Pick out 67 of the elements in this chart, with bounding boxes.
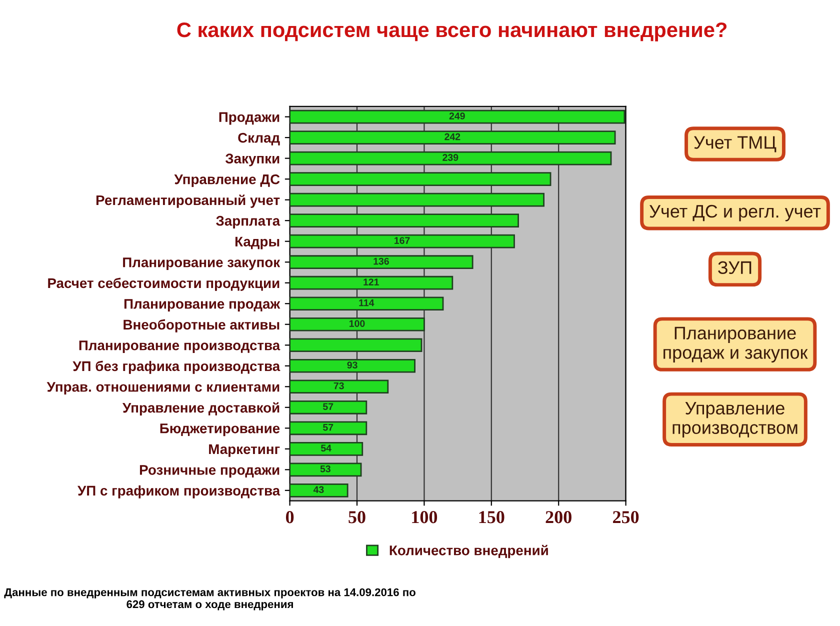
bar xyxy=(290,462,362,477)
x-tick-label: 0 xyxy=(286,511,294,524)
y-tick-label: Внеоборотные активы xyxy=(124,319,280,332)
bar xyxy=(290,255,474,270)
y-tick-label: Маркетинг xyxy=(209,444,280,457)
legend-label: Количество внедрений xyxy=(390,544,548,558)
x-tick-label: 150 xyxy=(479,511,504,524)
y-tick-label: УП с графиком производства xyxy=(78,485,280,498)
x-tick-label: 250 xyxy=(613,511,639,524)
y-tick-label: Управление доставкой xyxy=(122,402,280,416)
bar xyxy=(290,338,422,352)
text: Данные по внедренным подсистемам активных проектов на 14.09.2016 по 629 отчетам о ходе внедрения xyxy=(4,588,416,610)
bar xyxy=(290,192,545,207)
data-label: 242 xyxy=(444,133,460,140)
data-label: 239 xyxy=(442,154,458,161)
text: Управление производством xyxy=(672,402,798,438)
x-tick-label: 50 xyxy=(348,511,366,524)
bar xyxy=(290,442,364,456)
bar xyxy=(290,296,444,311)
data-label: 249 xyxy=(449,112,465,120)
data-label: 54 xyxy=(320,444,332,452)
y-tick-label: Розничные продажи xyxy=(140,465,280,478)
bar xyxy=(290,380,389,394)
text: Учет ТМЦ xyxy=(694,136,776,152)
data-label: 136 xyxy=(374,258,389,265)
bar xyxy=(290,276,454,290)
chart-title: С каких подсистем чаще всего начинают внедрение? xyxy=(177,22,726,42)
y-tick-label: Бюджетирование xyxy=(160,424,280,436)
data-label: 73 xyxy=(334,382,344,390)
x-tick-label: 100 xyxy=(412,511,438,524)
data-label: 57 xyxy=(322,403,334,410)
bar xyxy=(290,151,612,166)
y-tick-label: Планирование продаж xyxy=(124,299,280,312)
x-tick-label: 200 xyxy=(546,511,572,524)
y-tick-label: УП без графика производства xyxy=(72,360,280,374)
y-tick-label: Планирование производства xyxy=(79,340,280,354)
y-tick-label: Расчет себестоимости продукции xyxy=(48,278,280,291)
data-label: 57 xyxy=(322,424,334,431)
data-label: 93 xyxy=(347,362,358,369)
bar xyxy=(290,484,348,498)
data-label: 167 xyxy=(394,237,410,244)
bar xyxy=(290,214,519,228)
bar xyxy=(290,421,368,436)
data-label: 43 xyxy=(313,486,324,494)
bar xyxy=(290,110,626,124)
bar xyxy=(290,358,416,373)
y-tick-label: Продажи xyxy=(219,112,280,125)
y-tick-label: Управление ДС xyxy=(174,174,280,187)
y-tick-label: Склад xyxy=(238,132,280,146)
y-tick-label: Закупки xyxy=(225,154,280,166)
bar xyxy=(290,130,616,144)
text: ЗУП xyxy=(718,261,752,274)
text: Планирование продаж и закупок xyxy=(664,326,808,362)
y-tick-label: Регламентированный учет xyxy=(96,194,280,208)
bar xyxy=(290,400,368,414)
data-label: 100 xyxy=(350,320,365,327)
bar xyxy=(290,172,552,186)
y-tick-label: Зарплата xyxy=(216,216,280,228)
bar xyxy=(290,234,515,248)
bar xyxy=(290,317,425,332)
text: Учет ДС и регл. учет xyxy=(650,204,821,222)
data-label: 114 xyxy=(359,299,374,306)
y-tick-label: Управ. отношениями с клиентами xyxy=(46,382,280,395)
data-label: 53 xyxy=(320,465,330,472)
y-tick-label: Планирование закупок xyxy=(123,258,280,270)
data-label: 121 xyxy=(364,278,379,286)
y-tick-label: Кадры xyxy=(235,236,280,250)
